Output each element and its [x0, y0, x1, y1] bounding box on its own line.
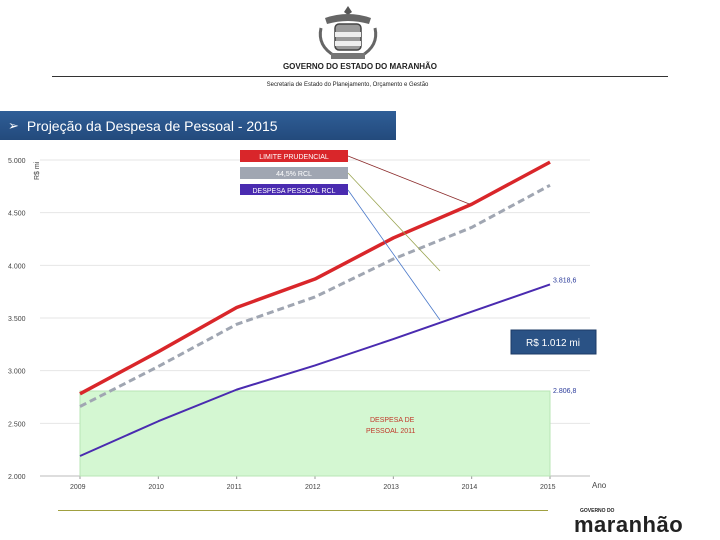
series-line-limite-prudencial	[79, 160, 551, 396]
maranhao-logo: GOVERNO DO maranhão	[574, 508, 694, 538]
gap-callout-box	[510, 329, 597, 355]
x-tick-label: 2014	[462, 484, 478, 491]
secretaria-subtitle: Secretaria de Estado do Planejamento, Or…	[266, 82, 429, 88]
projection-chart: 2.000 2.500 3.000 3.500 4.000 4.500 5.000 R$ mi…	[8, 150, 607, 491]
footer-line	[58, 510, 548, 511]
x-tick-label: 2012	[305, 484, 321, 491]
legend-pointer-rcl	[347, 172, 441, 272]
y-tick-label: 2.500	[8, 421, 26, 428]
series-line-44-5-rcl	[79, 183, 551, 408]
x-tick-label: 2011	[227, 484, 242, 491]
x-tick-label: 2010	[148, 484, 164, 491]
x-tick-label: 2009	[70, 484, 86, 491]
legend-pointer-limite	[347, 155, 471, 205]
slide-title: Projeção da Despesa de Pessoal - 2015	[26, 117, 278, 134]
gap-callout-label: R$ 1.012 mi	[526, 338, 580, 349]
area-label-line2: PESSOAL 2011	[366, 428, 416, 435]
logo-big-text: maranhão	[574, 512, 684, 537]
area-label-line1: DESPESA DE	[370, 417, 415, 424]
area-value-label: 2.806,8	[553, 388, 576, 395]
legend-pointer-despesa	[347, 189, 441, 321]
y-tick-label: 2.000	[8, 474, 26, 481]
legend-limite-prudencial-label: LIMITE PRUDENCIAL	[259, 154, 329, 161]
legend-despesa-pessoal-rcl-label: DESPESA PESSOAL RCL	[253, 188, 336, 195]
y-tick-label: 4.000	[8, 263, 26, 270]
end-value-label: 3.818,6	[553, 277, 576, 284]
y-tick-label: 4.500	[8, 211, 26, 218]
legend-limite-prudencial-box	[240, 150, 348, 162]
header-divider	[52, 76, 668, 77]
government-title: GOVERNO DO ESTADO DO MARANHÃO	[282, 62, 438, 71]
despesa-2011-area	[79, 390, 551, 477]
x-tick-label: 2015	[540, 484, 556, 491]
arrow-bullet-icon: ➢	[8, 117, 19, 133]
x-tick-label: 2013	[383, 484, 399, 491]
legend-despesa-pessoal-rcl-box	[240, 184, 348, 195]
y-tick-label: 5.000	[8, 158, 26, 165]
slide-title-banner: ➢ Projeção da Despesa de Pessoal - 2015	[0, 111, 396, 140]
state-crest-icon	[318, 6, 378, 59]
series-line-despesa-pessoal-rcl	[79, 283, 551, 457]
y-axis-label: R$ mi	[34, 161, 41, 180]
x-axis-label: Ano	[592, 481, 607, 490]
y-tick-label: 3.000	[8, 369, 26, 376]
logo-small-text: GOVERNO DO	[580, 508, 615, 514]
legend-44-5-rcl-label: 44,5% RCL	[276, 171, 312, 178]
legend-44-5-rcl-box	[240, 167, 348, 179]
y-tick-label: 3.500	[8, 316, 26, 323]
